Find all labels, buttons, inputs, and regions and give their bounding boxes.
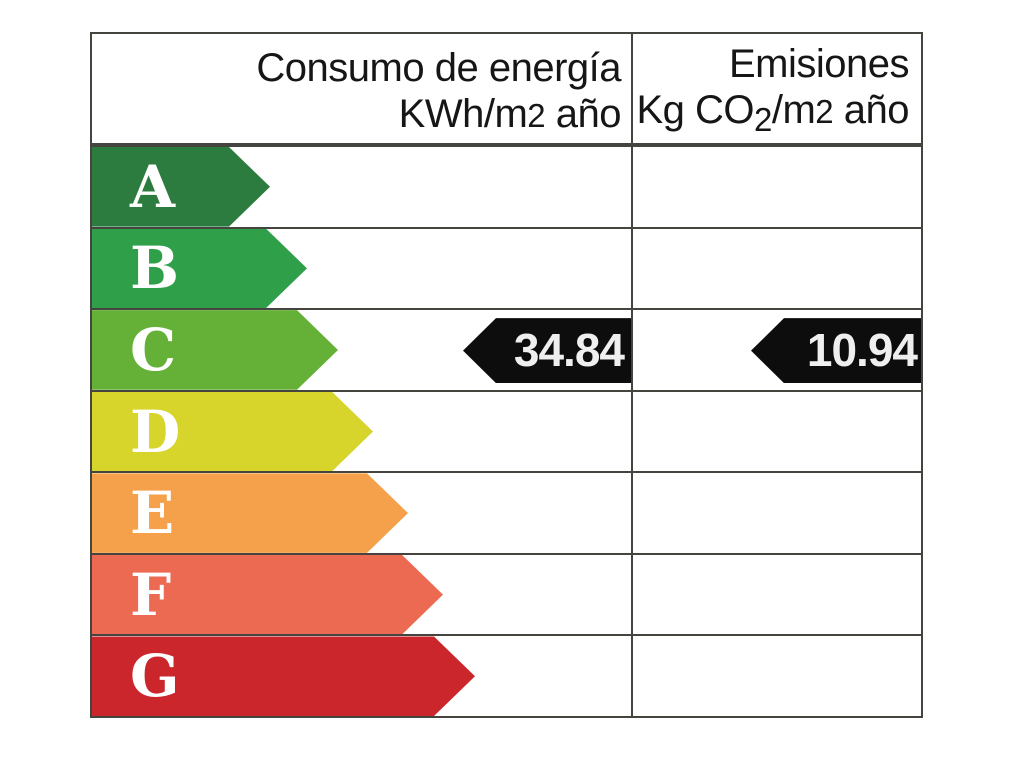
rating-cell-consumo-f: F [92,554,633,635]
header-consumo-line2: KWh/m2 año [398,91,622,136]
rating-band-e: E [92,473,408,553]
rating-cell-consumo-a: A [92,147,633,227]
rating-letter-b: B [130,234,180,303]
rating-letter-d: D [130,397,181,466]
header-emisiones: Emisiones Kg CO2/m2 año [633,34,921,143]
consumo-value: 34.84 [513,324,625,377]
header-consumo: Consumo de energía KWh/m2 año [92,34,633,143]
rating-row-e: E [92,471,921,553]
rating-row-f: F [92,552,921,635]
rating-cell-emisiones-d [633,392,921,472]
rating-letter-e: E [130,479,175,548]
rating-cell-emisiones-g [633,636,921,716]
rating-cell-emisiones-a [633,147,921,227]
rating-letter-a: A [130,152,176,221]
rating-cell-consumo-d: D [92,391,633,472]
rating-letter-c: C [130,315,177,384]
rating-row-d: D [92,389,921,472]
rating-band-b: B [92,229,307,309]
rating-cell-consumo-g: G [92,636,633,717]
rating-cell-consumo-c: C 34.84 [92,310,633,390]
emisiones-value-arrow: 10.94 [751,318,921,384]
rating-cell-consumo-b: B [92,228,633,309]
rating-band-c: C [92,310,338,390]
emisiones-value: 10.94 [806,324,918,377]
rating-row-b: B [92,226,921,309]
rating-row-a: A [92,145,921,227]
energy-rating-table: Consumo de energía KWh/m2 año Emisiones … [90,32,923,718]
rating-cell-emisiones-e [633,473,921,553]
rating-band-f: F [92,555,443,635]
table-header-row: Consumo de energía KWh/m2 año Emisiones … [92,34,921,145]
rating-letter-g: G [130,642,180,711]
rating-band-g: G [92,636,475,716]
header-emisiones-line1: Emisiones [728,41,910,86]
rating-row-g: G [92,634,921,717]
rating-band-d: D [92,392,373,472]
rating-letter-f: F [130,560,172,629]
rating-cell-emisiones-c: 10.94 [633,310,921,390]
header-emisiones-line2: Kg CO2/m2 año [636,87,909,138]
header-consumo-line1: Consumo de energía [256,45,621,90]
rating-cell-emisiones-f [633,555,921,635]
rating-row-c: C 34.84 10.94 [92,308,921,390]
rating-cell-consumo-e: E [92,473,633,553]
rating-cell-emisiones-b [633,229,921,309]
rating-band-a: A [92,147,270,227]
consumo-value-arrow: 34.84 [463,318,631,384]
